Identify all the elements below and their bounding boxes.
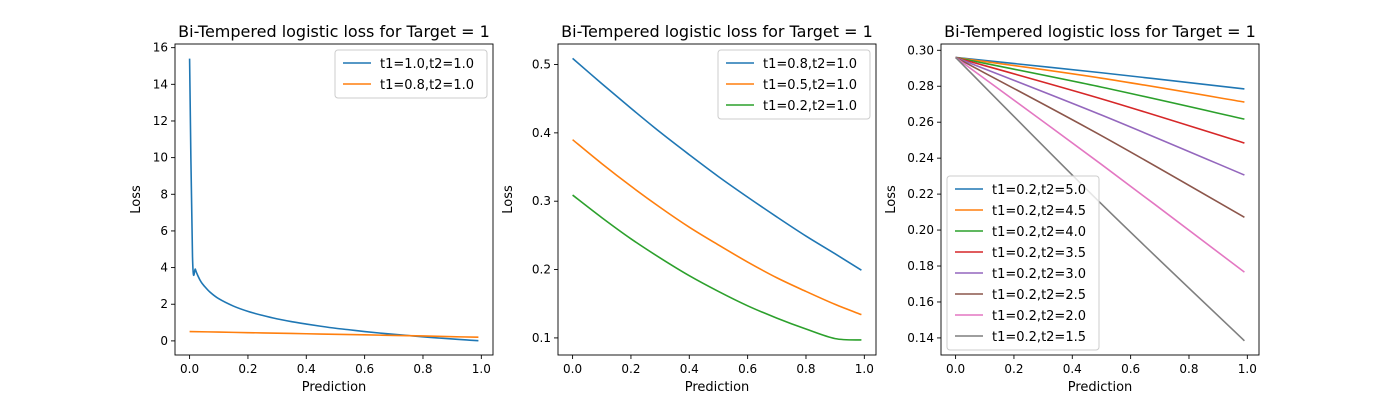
y-tick-label: 2: [160, 297, 168, 311]
y-tick-label: 14: [153, 77, 168, 91]
legend-entry-label: t1=0.8,t2=1.0: [380, 78, 474, 93]
legend-entry-label: t1=0.2,t2=1.5: [992, 330, 1086, 345]
x-tick-label: 1.0: [855, 362, 874, 376]
chart-title: Bi-Tempered logistic loss for Target = 1: [561, 22, 873, 41]
series-line-1: [955, 56, 1245, 90]
plot-area: [572, 57, 862, 341]
chart-panel-2: Bi-Tempered logistic loss for Target = 1…: [501, 22, 877, 395]
legend-entry-label: t1=0.2,t2=2.5: [992, 288, 1086, 303]
legend: t1=0.2,t2=5.0 t1=0.2,t2=4.5 t1=0.2,t2=4.0 t…: [946, 175, 1100, 351]
axes-frame: [174, 43, 494, 356]
legend-entry-label: t1=1.0,t2=1.0: [380, 57, 474, 72]
y-tick-label: 16: [153, 41, 168, 55]
y-tick-label: 0.4: [532, 126, 551, 140]
legend-box: [717, 49, 871, 120]
y-tick-label: 12: [153, 114, 168, 128]
y-axis-label: Loss: [129, 185, 144, 214]
x-tick-label: 0.2: [238, 362, 257, 376]
y-tick-label: 0.3: [532, 194, 551, 208]
y-tick-label: 6: [160, 224, 168, 238]
legend-entry-label: t1=0.2,t2=3.5: [992, 246, 1086, 261]
x-tick-label: 0.4: [1063, 362, 1082, 376]
y-tick-label: 0: [160, 334, 168, 348]
x-tick-label: 0.8: [796, 362, 815, 376]
x-tick-label: 0.8: [413, 362, 432, 376]
series-line-8: [955, 56, 1245, 342]
series-line-2: [572, 139, 862, 316]
x-tick-label: 1.0: [472, 362, 491, 376]
y-tick-label: 10: [153, 151, 168, 165]
y-axis-label: Loss: [501, 185, 516, 214]
y-tick-label: 8: [160, 187, 168, 201]
series-line-1: [572, 57, 862, 271]
y-tick-label: 0.28: [907, 79, 934, 93]
x-tick-label: 0.6: [355, 362, 374, 376]
y-tick-label: 0.26: [907, 115, 934, 129]
x-tick-label: 0.4: [680, 362, 699, 376]
y-tick-label: 0.30: [907, 43, 934, 57]
legend-entry-label: t1=0.2,t2=1.0: [763, 99, 857, 114]
axes-frame: [940, 43, 1260, 356]
x-tick-label: 0.4: [297, 362, 316, 376]
x-axis-label: Prediction: [302, 380, 367, 395]
plot-area: [955, 56, 1245, 342]
x-axis-label: Prediction: [685, 380, 750, 395]
series-line-5: [955, 56, 1245, 176]
x-tick-label: 0.8: [1179, 362, 1198, 376]
x-axis-label: Prediction: [1068, 380, 1133, 395]
chart-title: Bi-Tempered logistic loss for Target = 1: [944, 22, 1256, 41]
legend-entry-label: t1=0.8,t2=1.0: [763, 57, 857, 72]
legend-entry-label: t1=0.2,t2=4.0: [992, 225, 1086, 240]
x-tick-label: 1.0: [1238, 362, 1257, 376]
legend-entry-label: t1=0.5,t2=1.0: [763, 78, 857, 93]
y-tick-label: 4: [160, 261, 168, 275]
legend-entry-label: t1=0.2,t2=2.0: [992, 309, 1086, 324]
legend: t1=0.8,t2=1.0 t1=0.5,t2=1.0 t1=0.2,t2=1.0: [717, 49, 871, 120]
series-line-1: [188, 58, 479, 342]
y-tick-label: 0.2: [532, 263, 551, 277]
series-line-7: [955, 56, 1245, 273]
legend-entry-label: t1=0.2,t2=3.0: [992, 267, 1086, 282]
series-line-2: [955, 56, 1245, 103]
y-tick-label: 0.5: [532, 58, 551, 72]
x-tick-label: 0.6: [738, 362, 757, 376]
x-tick-label: 0.0: [946, 362, 965, 376]
legend-box: [334, 49, 488, 99]
legend-entry-label: t1=0.2,t2=4.5: [992, 204, 1086, 219]
y-tick-label: 0.24: [907, 151, 934, 165]
legend-entry-label: t1=0.2,t2=5.0: [992, 183, 1086, 198]
y-tick-label: 0.20: [907, 223, 934, 237]
series-line-6: [955, 56, 1245, 218]
axes-frame: [557, 43, 877, 356]
chart-panel-3: Bi-Tempered logistic loss for Target = 1…: [884, 22, 1260, 395]
x-tick-label: 0.0: [563, 362, 582, 376]
legend: t1=1.0,t2=1.0 t1=0.8,t2=1.0: [334, 49, 488, 99]
chart-title: Bi-Tempered logistic loss for Target = 1: [178, 22, 490, 41]
chart-panel-1: Bi-Tempered logistic loss for Target = 1…: [129, 22, 494, 395]
x-tick-label: 0.6: [1121, 362, 1140, 376]
series-line-3: [955, 56, 1245, 120]
plot-area: [188, 58, 479, 342]
series-line-3: [572, 194, 862, 341]
series-line-4: [955, 56, 1245, 144]
y-tick-label: 0.14: [907, 331, 934, 345]
y-axis-label: Loss: [884, 185, 899, 214]
x-tick-label: 0.2: [1004, 362, 1023, 376]
x-tick-label: 0.0: [180, 362, 199, 376]
series-line-2: [189, 330, 479, 339]
x-tick-label: 0.2: [621, 362, 640, 376]
legend-box: [946, 175, 1100, 351]
y-tick-label: 0.16: [907, 295, 934, 309]
y-tick-label: 0.22: [907, 187, 934, 201]
y-tick-label: 0.1: [532, 331, 551, 345]
y-tick-label: 0.18: [907, 259, 934, 273]
